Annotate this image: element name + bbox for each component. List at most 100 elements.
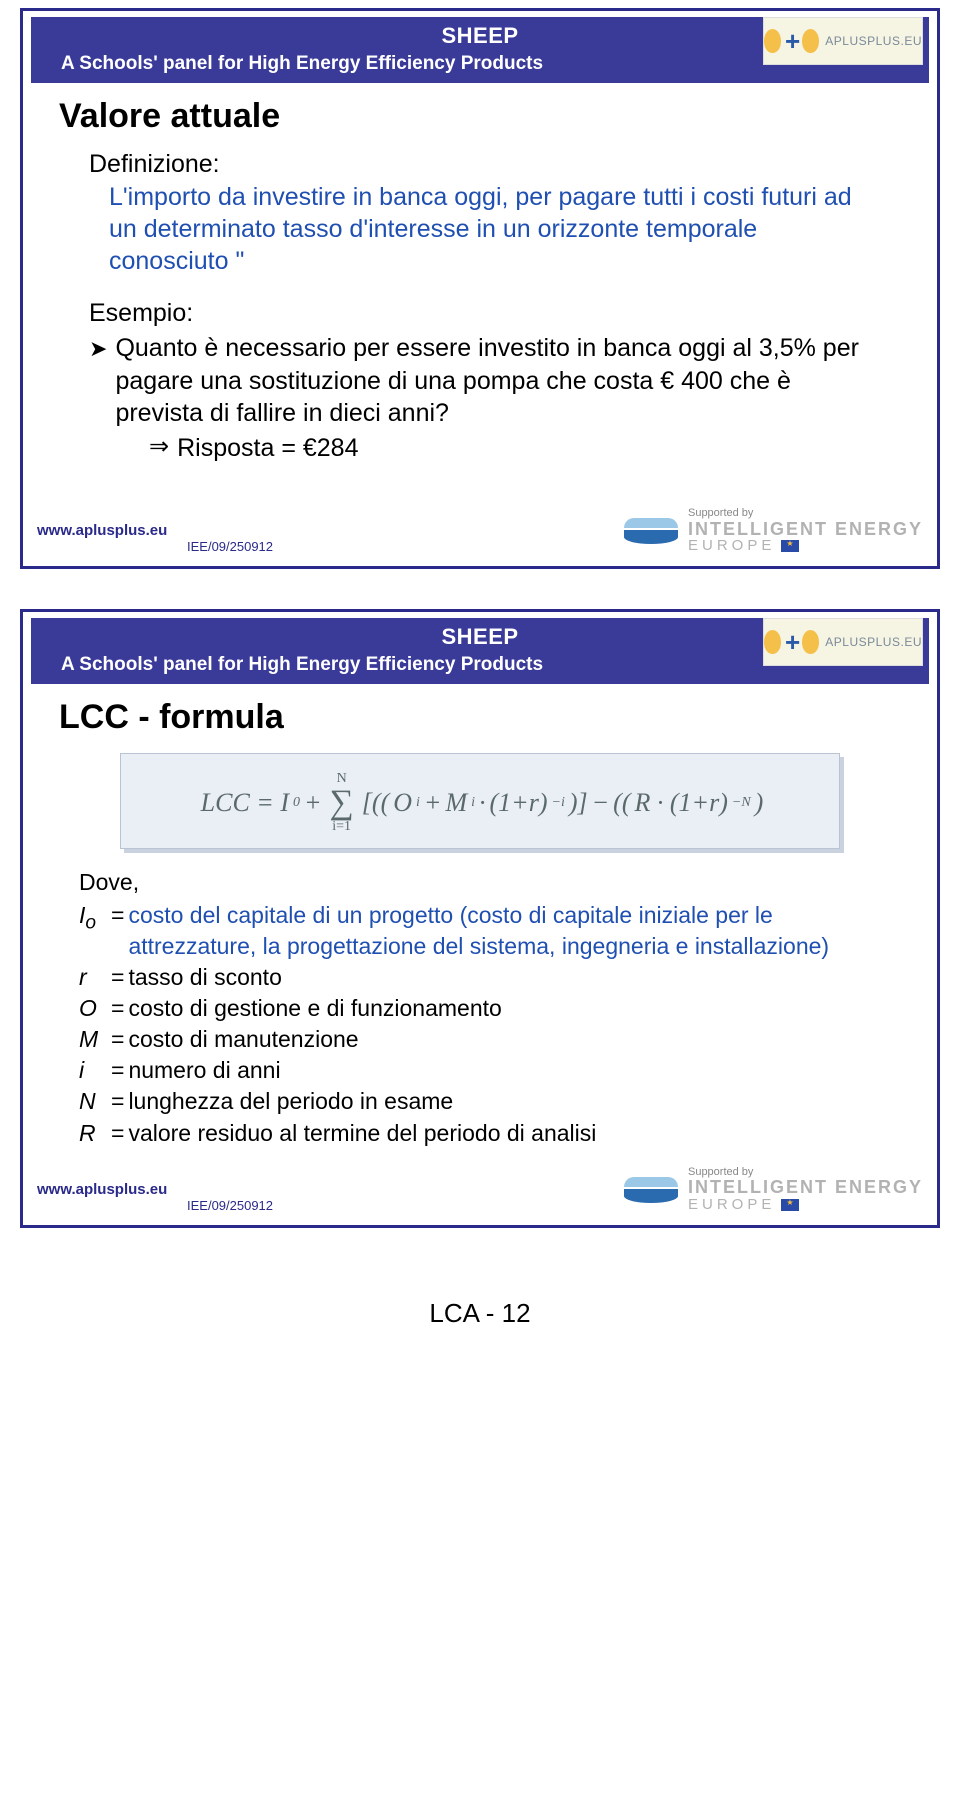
logo-top: + APLUSPLUS.EU [763, 618, 923, 666]
ie-line1: INTELLIGENT ENERGY [688, 1178, 923, 1197]
slide-1: + APLUSPLUS.EU SHEEP A Schools' panel fo… [20, 8, 940, 569]
footer-iee: IEE/09/250912 [187, 1198, 273, 1213]
slide-2: + APLUSPLUS.EU SHEEP A Schools' panel fo… [20, 609, 940, 1228]
eq: = [111, 900, 124, 962]
ie-line2: EUROPE [688, 1197, 923, 1213]
plus-icon: + [785, 627, 800, 658]
footer-url: www.aplusplus.eu [37, 522, 273, 539]
sum-lower: i=1 [332, 820, 351, 834]
logo-top: + APLUSPLUS.EU [763, 17, 923, 65]
logo-blob-icon [764, 29, 781, 53]
def-row-rcap: R = valore residuo al termine del period… [79, 1118, 901, 1149]
ie-line2-text: EUROPE [688, 537, 775, 554]
sym-r: r [79, 962, 107, 993]
ie-line2: EUROPE [688, 538, 923, 554]
logo-blob-icon [764, 630, 781, 654]
eq: = [111, 962, 124, 993]
formula-lhs: LCC = I [201, 788, 289, 818]
page-number: LCA - 12 [0, 1298, 960, 1329]
definition-label: Definizione: [89, 150, 901, 179]
paren-open: (( [613, 788, 630, 818]
formula-plus2: + [424, 788, 442, 818]
dove-label: Dove, [79, 869, 901, 896]
formula-dot: · [479, 788, 486, 818]
def-row-r: r = tasso di sconto [79, 962, 901, 993]
formula-m: M [445, 788, 467, 818]
footer-url: www.aplusplus.eu [37, 1181, 273, 1198]
eq: = [111, 993, 124, 1024]
eu-flag-icon [781, 540, 799, 552]
bracket-close: )] [569, 788, 588, 818]
sym-rcap: R [79, 1118, 107, 1149]
sym-o: O [79, 993, 107, 1024]
def-r-text: tasso di sconto [128, 962, 281, 993]
slide-footer: www.aplusplus.eu IEE/09/250912 Supported… [23, 1161, 937, 1213]
bracket-open: [(( [362, 788, 389, 818]
eq: = [111, 1086, 124, 1117]
double-arrow-icon: ⇒ [149, 432, 169, 465]
def-io-text: costo del capitale di un progetto (costo… [128, 900, 901, 962]
formula-sub-i2: i [471, 795, 475, 811]
sym-io-sub: o [85, 913, 96, 934]
slide-content: Valore attuale Definizione: L'importo da… [23, 83, 937, 472]
footer-right: Supported by INTELLIGENT ENERGY EUROPE [624, 508, 923, 554]
sigma-icon: N ∑ i=1 [330, 772, 354, 834]
formula-o: O [393, 788, 412, 818]
def-n-text: lunghezza del periodo in esame [128, 1086, 453, 1117]
def-rcap-text: valore residuo al termine del periodo di… [128, 1118, 596, 1149]
formula-minus: − [592, 788, 610, 818]
eu-flag-icon [781, 1199, 799, 1211]
def-m-text: costo di manutenzione [128, 1024, 358, 1055]
ie-logo: Supported by INTELLIGENT ENERGY EUROPE [688, 1167, 923, 1213]
answer-row: ⇒ Risposta = €284 [149, 432, 901, 465]
formula-plus: + [304, 788, 322, 818]
formula-sub-i: i [416, 795, 420, 811]
sym-n: N [79, 1086, 107, 1117]
ie-logo: Supported by INTELLIGENT ENERGY EUROPE [688, 508, 923, 554]
plus-icon: + [785, 26, 800, 57]
slide-title: LCC - formula [59, 698, 901, 737]
definition-text: L'importo da investire in banca oggi, pe… [109, 181, 871, 277]
formula-r-term: R · (1+r) [635, 788, 728, 818]
def-row-io: Io = costo del capitale di un progetto (… [79, 900, 901, 962]
example-label: Esempio: [89, 299, 901, 328]
supported-by: Supported by [688, 508, 923, 520]
formula-exp-n: −N [732, 795, 751, 811]
formula-sub-zero: 0 [293, 795, 300, 811]
def-o-text: costo di gestione e di funzionamento [128, 993, 501, 1024]
arrow-bullet-icon: ➤ [89, 336, 107, 430]
eq: = [111, 1055, 124, 1086]
formula: LCC = I0 + N ∑ i=1 [(( Oi + Mi · (1+r)−i… [201, 772, 764, 834]
example-text: Quanto è necessario per essere investito… [115, 332, 881, 430]
sym-i: i [79, 1055, 107, 1086]
def-row-m: M = costo di manutenzione [79, 1024, 901, 1055]
slide-footer: www.aplusplus.eu IEE/09/250912 Supported… [23, 502, 937, 554]
sigma-symbol: ∑ [330, 786, 354, 820]
wave-icon [624, 515, 678, 547]
footer-left: www.aplusplus.eu IEE/09/250912 [37, 522, 273, 554]
logo-blob-icon [802, 29, 819, 53]
ie-line2-text: EUROPE [688, 1196, 775, 1213]
footer-iee: IEE/09/250912 [187, 539, 273, 554]
formula-box: LCC = I0 + N ∑ i=1 [(( Oi + Mi · (1+r)−i… [120, 753, 840, 849]
logo-text: APLUSPLUS.EU [825, 34, 922, 48]
def-row-n: N = lunghezza del periodo in esame [79, 1086, 901, 1117]
formula-rate: (1+r) [490, 788, 548, 818]
formula-exp-i: −i [552, 795, 565, 811]
def-row-o: O = costo di gestione e di funzionamento [79, 993, 901, 1024]
sym-io: Io [79, 900, 107, 962]
footer-left: www.aplusplus.eu IEE/09/250912 [37, 1181, 273, 1213]
def-row-i: i = numero di anni [79, 1055, 901, 1086]
eq: = [111, 1118, 124, 1149]
paren-close: ) [755, 788, 764, 818]
definitions-list: Io = costo del capitale di un progetto (… [79, 900, 901, 1148]
eq: = [111, 1024, 124, 1055]
footer-right: Supported by INTELLIGENT ENERGY EUROPE [624, 1167, 923, 1213]
ie-line1: INTELLIGENT ENERGY [688, 520, 923, 539]
wave-icon [624, 1174, 678, 1206]
def-i-text: numero di anni [128, 1055, 280, 1086]
logo-text: APLUSPLUS.EU [825, 635, 922, 649]
slide-title: Valore attuale [59, 97, 901, 136]
answer-text: Risposta = €284 [177, 432, 358, 465]
slide-content: LCC - formula LCC = I0 + N ∑ i=1 [(( Oi … [23, 684, 937, 1156]
